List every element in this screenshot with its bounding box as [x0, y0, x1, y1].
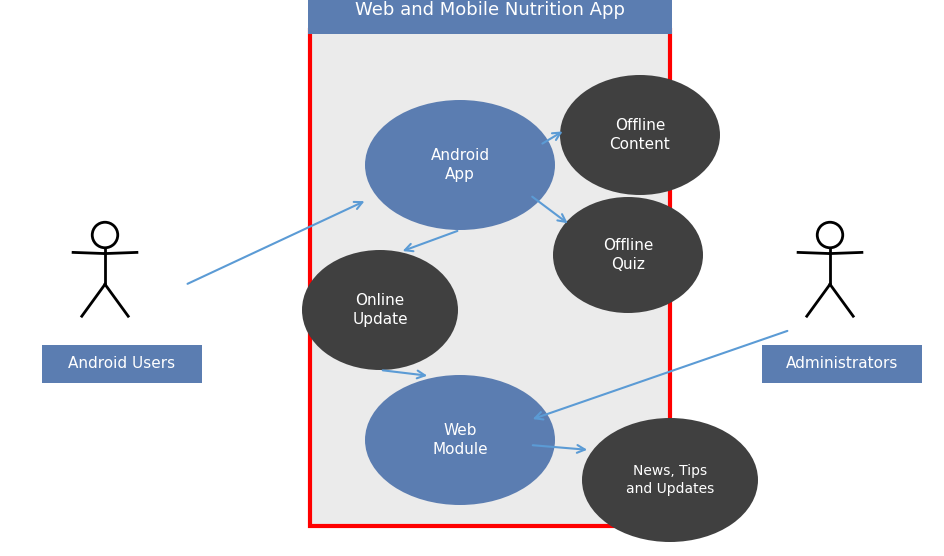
Bar: [761, 345, 921, 383]
Bar: [310, 30, 669, 526]
Ellipse shape: [560, 75, 719, 195]
Bar: [308, 0, 671, 34]
Ellipse shape: [582, 418, 757, 542]
Text: Online
Update: Online Update: [352, 292, 408, 327]
Text: Android
App: Android App: [430, 147, 489, 182]
Ellipse shape: [552, 197, 702, 313]
Text: Android Users: Android Users: [68, 356, 176, 371]
Bar: [42, 345, 202, 383]
Text: Offline
Content: Offline Content: [609, 118, 669, 152]
Text: News, Tips
and Updates: News, Tips and Updates: [625, 464, 714, 496]
Ellipse shape: [364, 100, 554, 230]
Text: Web
Module: Web Module: [431, 423, 487, 458]
Text: Administrators: Administrators: [785, 356, 897, 371]
Ellipse shape: [302, 250, 458, 370]
Text: Offline
Quiz: Offline Quiz: [602, 237, 652, 272]
Ellipse shape: [364, 375, 554, 505]
Text: Web and Mobile Nutrition App: Web and Mobile Nutrition App: [355, 1, 624, 19]
